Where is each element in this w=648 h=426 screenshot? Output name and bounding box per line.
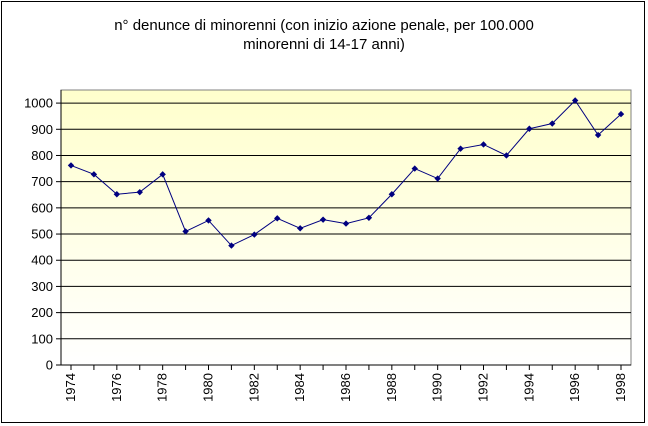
- data-point: [67, 162, 75, 169]
- y-tick-label: 1000: [24, 96, 53, 111]
- data-point: [274, 215, 281, 222]
- x-tick-label: 1992: [476, 373, 491, 402]
- data-point: [480, 141, 487, 148]
- y-tick-label: 800: [31, 148, 53, 163]
- y-axis-ticks: 0 100 200 300 400 500 600 700 800 900 1000: [24, 96, 61, 373]
- x-tick-label: 1980: [201, 373, 216, 402]
- data-point: [549, 120, 556, 127]
- data-point: [205, 217, 212, 224]
- chart-title-line-2: minorenni di 14-17 anni): [243, 36, 405, 53]
- data-point: [90, 171, 98, 178]
- series-group: [67, 97, 625, 249]
- x-tick-label: 1974: [63, 373, 78, 402]
- data-point: [617, 110, 625, 118]
- data-point: [251, 231, 258, 238]
- x-tick-label: 1982: [246, 373, 261, 402]
- x-tick-label: 1990: [430, 373, 445, 402]
- data-point: [319, 216, 327, 223]
- data-point: [434, 175, 441, 182]
- x-axis-ticks: 1974 1976 1978 1980 1982 1984 1986 1988 1990 1992…: [63, 365, 628, 402]
- y-tick-label: 0: [46, 358, 53, 373]
- y-tick-label: 100: [31, 331, 53, 346]
- data-point: [457, 145, 464, 152]
- data-point: [228, 242, 235, 249]
- y-tick-label: 900: [31, 122, 53, 137]
- x-tick-label: 1984: [292, 373, 307, 402]
- y-tick-label: 200: [31, 305, 53, 320]
- x-tick-label: 1994: [521, 373, 536, 402]
- grid-lines: [61, 102, 631, 340]
- data-point: [159, 171, 166, 178]
- data-point: [182, 228, 189, 235]
- y-tick-label: 600: [31, 200, 53, 215]
- plot-area: [60, 89, 632, 366]
- y-tick-label: 500: [31, 227, 53, 242]
- data-point: [594, 131, 602, 139]
- x-tick-label: 1998: [613, 373, 628, 402]
- x-tick-label: 1996: [567, 373, 582, 402]
- data-point: [113, 191, 121, 198]
- y-tick-label: 300: [31, 279, 53, 294]
- data-point: [136, 188, 143, 196]
- data-point: [503, 152, 510, 159]
- x-tick-label: 1976: [109, 373, 124, 402]
- data-point: [526, 125, 533, 132]
- data-point: [342, 220, 350, 227]
- x-tick-label: 1986: [338, 373, 353, 402]
- data-point: [411, 165, 418, 172]
- chart-title-line-1: n° denunce di minorenni (con inizio azio…: [114, 17, 534, 34]
- data-point: [296, 225, 304, 232]
- data-point: [571, 97, 579, 104]
- x-tick-label: 1988: [384, 373, 399, 402]
- x-tick-label: 1978: [155, 373, 170, 402]
- y-tick-label: 400: [31, 253, 53, 268]
- data-point: [365, 214, 373, 222]
- y-tick-label: 700: [31, 174, 53, 189]
- data-point: [388, 191, 396, 198]
